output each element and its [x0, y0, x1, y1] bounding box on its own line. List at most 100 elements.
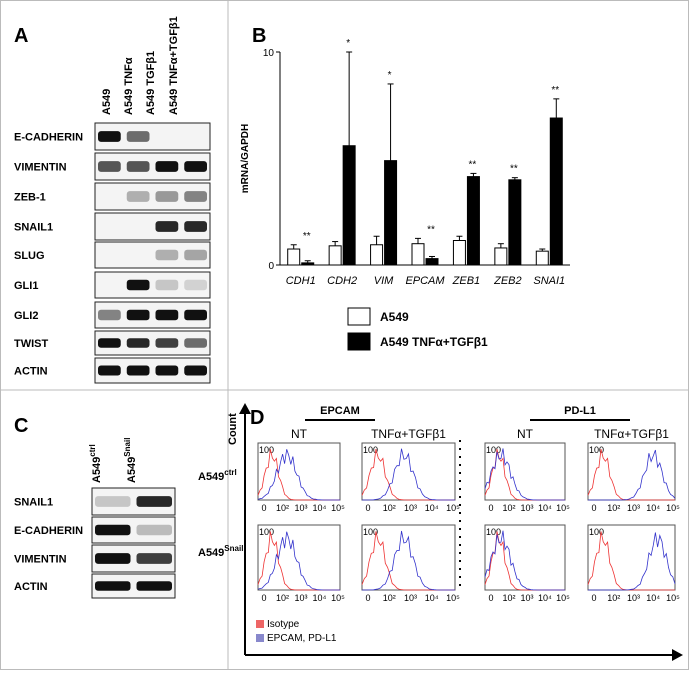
- band: [136, 496, 172, 507]
- hist-x-tick: 0: [591, 593, 596, 603]
- bar: [508, 179, 522, 266]
- hist-x-tick: 0: [261, 593, 266, 603]
- row-label: E-CADHERIN: [14, 132, 83, 144]
- hist-y-tick: 100: [363, 445, 378, 455]
- panel-label: A: [14, 25, 28, 47]
- band: [184, 338, 207, 348]
- hist-x-tick: 10³: [627, 593, 640, 603]
- hist-x-tick: 10⁵: [556, 593, 570, 603]
- lane-label: A549 TNFα: [123, 57, 135, 115]
- row-label: ACTIN: [14, 366, 48, 378]
- band: [184, 191, 207, 202]
- band: [155, 365, 179, 376]
- row-label: ZEB-1: [14, 192, 46, 204]
- panel-label: D: [250, 407, 264, 429]
- marker-curve: [362, 448, 455, 501]
- hist-x-tick: 10²: [383, 593, 396, 603]
- row-label: VIMENTIN: [14, 554, 67, 566]
- hist-x-tick: 10²: [502, 503, 515, 513]
- column-label: NT: [291, 427, 308, 441]
- hist-x-tick: 10³: [520, 593, 533, 603]
- label-base: A549: [126, 457, 138, 483]
- marker-curve: [257, 449, 340, 501]
- y-axis-label: mRNA/GAPDH: [240, 124, 251, 193]
- significance: **: [427, 224, 435, 235]
- bar: [549, 117, 563, 266]
- histogram-frame: [257, 442, 341, 501]
- band: [136, 581, 172, 591]
- row-label: SNAIL1: [14, 497, 53, 509]
- label: A549Snail: [123, 438, 138, 483]
- band: [155, 309, 179, 321]
- panel-label: B: [252, 25, 266, 47]
- band: [184, 249, 207, 261]
- significance: *: [388, 70, 392, 81]
- histogram-frame: [484, 524, 566, 591]
- band: [155, 279, 179, 291]
- hist-x-tick: 0: [365, 503, 370, 513]
- band: [155, 161, 179, 172]
- label: A549ctrl: [88, 444, 103, 483]
- hist-x-tick: 10²: [607, 593, 620, 603]
- band: [184, 279, 207, 291]
- band: [184, 161, 207, 172]
- hist-x-tick: 0: [261, 503, 266, 513]
- row-label: SLUG: [14, 250, 45, 262]
- bar: [466, 176, 480, 266]
- label-sup: Snail: [224, 544, 243, 553]
- arrow-head: [239, 403, 251, 414]
- legend-swatch: [347, 332, 371, 351]
- band: [95, 496, 131, 507]
- band: [126, 161, 150, 172]
- hist-x-tick: 0: [365, 593, 370, 603]
- hist-x-tick: 10⁴: [538, 503, 552, 513]
- hist-x-tick: 10⁴: [425, 503, 439, 513]
- hist-x-tick: 10²: [383, 503, 396, 513]
- hist-x-tick: 10⁵: [331, 593, 345, 603]
- hist-x-tick: 10²: [276, 503, 289, 513]
- hist-x-tick: 10⁵: [446, 593, 460, 603]
- band: [184, 309, 207, 321]
- hist-x-tick: 10⁴: [538, 593, 552, 603]
- row-label: SNAIL1: [14, 222, 53, 234]
- hist-x-tick: 10³: [627, 503, 640, 513]
- hist-x-tick: 10⁴: [646, 503, 660, 513]
- y-tick-label: 10: [263, 48, 275, 59]
- panel-label: C: [14, 415, 28, 437]
- column-label: NT: [517, 427, 534, 441]
- band: [126, 191, 150, 202]
- hist-x-tick: 10³: [520, 503, 533, 513]
- band: [98, 338, 121, 348]
- band: [98, 131, 121, 142]
- hist-x-tick: 10⁵: [331, 503, 345, 513]
- bar: [425, 258, 439, 266]
- row-label: GLI2: [14, 310, 38, 322]
- label-base: A549: [198, 471, 224, 483]
- hist-x-tick: 0: [488, 593, 493, 603]
- label-sup: Snail: [123, 438, 132, 457]
- y-axis-label: Count: [227, 413, 239, 445]
- hist-x-tick: 10³: [404, 593, 417, 603]
- marker-curve: [484, 448, 565, 501]
- significance: **: [303, 231, 311, 242]
- x-tick-label: EPCAM: [405, 275, 445, 287]
- label-sup: ctrl: [224, 468, 236, 477]
- band: [155, 338, 179, 348]
- band: [184, 221, 207, 232]
- lane-label: A549 TGFβ1: [145, 51, 157, 115]
- lane-label: A549: [101, 89, 113, 115]
- row-label: VIMENTIN: [14, 162, 67, 174]
- significance: **: [551, 85, 559, 96]
- bar: [301, 262, 315, 266]
- legend-swatch: [347, 307, 371, 326]
- marker-curve: [484, 530, 565, 591]
- bar: [342, 145, 356, 266]
- label-sup: ctrl: [88, 444, 97, 456]
- x-tick-label: CDH1: [286, 275, 316, 287]
- hist-y-tick: 100: [363, 527, 378, 537]
- marker-curve: [588, 449, 676, 501]
- hist-y-tick: 100: [259, 527, 274, 537]
- hist-y-tick: 100: [486, 445, 501, 455]
- arrow-head: [672, 649, 683, 661]
